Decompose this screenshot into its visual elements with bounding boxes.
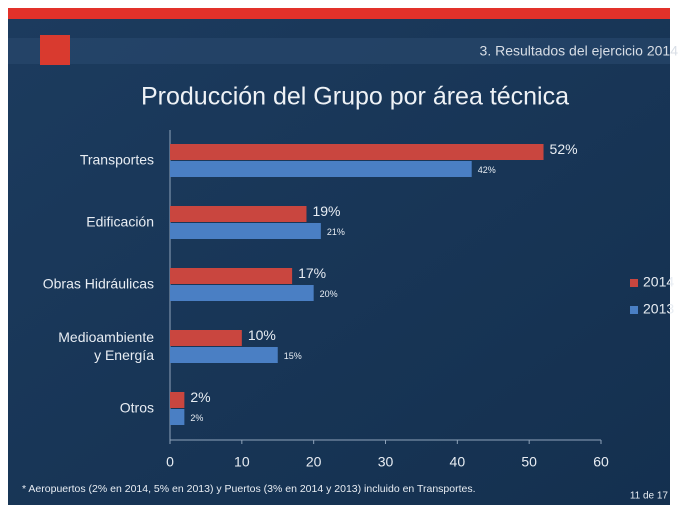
value-label: 21%: [327, 227, 345, 237]
legend-label: 2014: [643, 274, 674, 290]
value-label: 10%: [248, 327, 276, 343]
value-label: 52%: [550, 141, 578, 157]
y-tick-label: Transportes: [80, 152, 154, 168]
chart-title: Producción del Grupo por área técnica: [141, 83, 569, 111]
value-label: 20%: [320, 289, 338, 299]
y-tick-label: Otros: [120, 400, 154, 416]
x-tick-label: 0: [166, 454, 174, 470]
x-tick-label: 50: [521, 454, 537, 470]
bar: [170, 409, 185, 425]
legend-swatch: [630, 306, 638, 314]
y-tick-label: Medioambiente y Energía: [58, 329, 154, 363]
value-label: 2%: [190, 413, 203, 423]
value-label: 2%: [190, 389, 210, 405]
value-label: 19%: [312, 203, 340, 219]
legend-swatch: [630, 279, 638, 287]
x-tick-label: 10: [234, 454, 250, 470]
bar: [170, 206, 307, 222]
value-label: 17%: [298, 265, 326, 281]
bar: [170, 285, 314, 301]
x-tick-label: 60: [593, 454, 609, 470]
y-tick-label: Obras Hidráulicas: [43, 276, 154, 292]
x-tick-label: 20: [306, 454, 322, 470]
value-label: 15%: [284, 351, 302, 361]
header: 3. Resultados del ejercicio 2014: [480, 43, 678, 59]
bar: [170, 268, 293, 284]
bar: [170, 330, 242, 346]
bar: [170, 347, 278, 363]
footnote: * Aeropuertos (2% en 2014, 5% en 2013) y…: [22, 483, 476, 495]
bar: [170, 392, 185, 408]
bar: [170, 223, 321, 239]
page-number: 11 de 17: [630, 491, 669, 502]
logo: [40, 35, 70, 65]
x-tick-label: 40: [450, 454, 466, 470]
bar: [170, 161, 472, 177]
y-tick-label: Edificación: [86, 214, 154, 230]
background: [8, 19, 670, 505]
header-band: [8, 38, 670, 64]
legend-label: 2013: [643, 301, 674, 317]
x-tick-label: 30: [378, 454, 394, 470]
value-label: 42%: [478, 165, 496, 175]
top-bar: [8, 8, 670, 19]
bar: [170, 144, 544, 160]
